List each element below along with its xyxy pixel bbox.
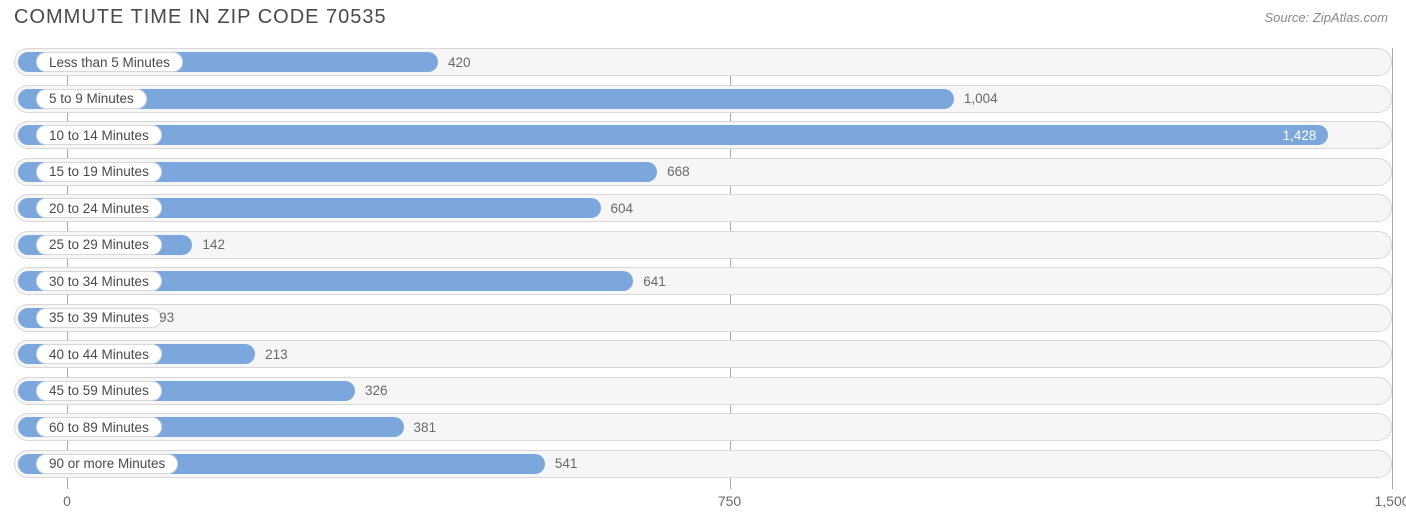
bar-row: 90 or more Minutes 541 [14,450,1392,478]
value-label: 142 [202,231,225,259]
category-label: 25 to 29 Minutes [36,235,162,255]
bar-row: 10 to 14 Minutes 1,428 [14,121,1392,149]
category-label: 45 to 59 Minutes [36,381,162,401]
x-tick-label: 0 [63,493,71,509]
value-label: 641 [643,267,666,295]
bar [18,89,954,109]
category-label: 20 to 24 Minutes [36,198,162,218]
x-tick-label: 1,500 [1374,493,1406,509]
value-label: 420 [448,48,471,76]
bar [18,125,1328,145]
bar-row: 45 to 59 Minutes 326 [14,377,1392,405]
category-label: 35 to 39 Minutes [36,308,162,328]
bar-row: 25 to 29 Minutes 142 [14,231,1392,259]
bar-track [14,304,1392,332]
chart-area: Less than 5 Minutes 420 5 to 9 Minutes 1,00… [14,48,1392,489]
value-label: 93 [159,304,174,332]
category-label: 60 to 89 Minutes [36,417,162,437]
category-label: 5 to 9 Minutes [36,89,147,109]
value-label: 1,428 [1283,121,1317,149]
bar-row: 5 to 9 Minutes 1,004 [14,85,1392,113]
value-label: 668 [667,158,690,186]
bar-row: 15 to 19 Minutes 668 [14,158,1392,186]
bar-row: 20 to 24 Minutes 604 [14,194,1392,222]
bar-row: Less than 5 Minutes 420 [14,48,1392,76]
value-label: 326 [365,377,388,405]
category-label: 10 to 14 Minutes [36,125,162,145]
bar-row: 35 to 39 Minutes93 [14,304,1392,332]
category-label: 30 to 34 Minutes [36,271,162,291]
category-label: Less than 5 Minutes [36,52,183,72]
value-label: 213 [265,340,288,368]
category-label: 90 or more Minutes [36,454,178,474]
bar-row: 30 to 34 Minutes 641 [14,267,1392,295]
value-label: 604 [611,194,634,222]
value-label: 381 [414,413,437,441]
value-label: 1,004 [964,85,998,113]
value-label: 541 [555,450,578,478]
source-attribution: Source: ZipAtlas.com [1264,10,1388,25]
category-label: 40 to 44 Minutes [36,344,162,364]
bar-row: 40 to 44 Minutes 213 [14,340,1392,368]
grid-line [1392,48,1393,489]
bar-row: 60 to 89 Minutes 381 [14,413,1392,441]
x-tick-label: 750 [718,493,741,509]
x-axis: 07501,500 [14,493,1392,513]
category-label: 15 to 19 Minutes [36,162,162,182]
chart-title: COMMUTE TIME IN ZIP CODE 70535 [14,6,387,29]
